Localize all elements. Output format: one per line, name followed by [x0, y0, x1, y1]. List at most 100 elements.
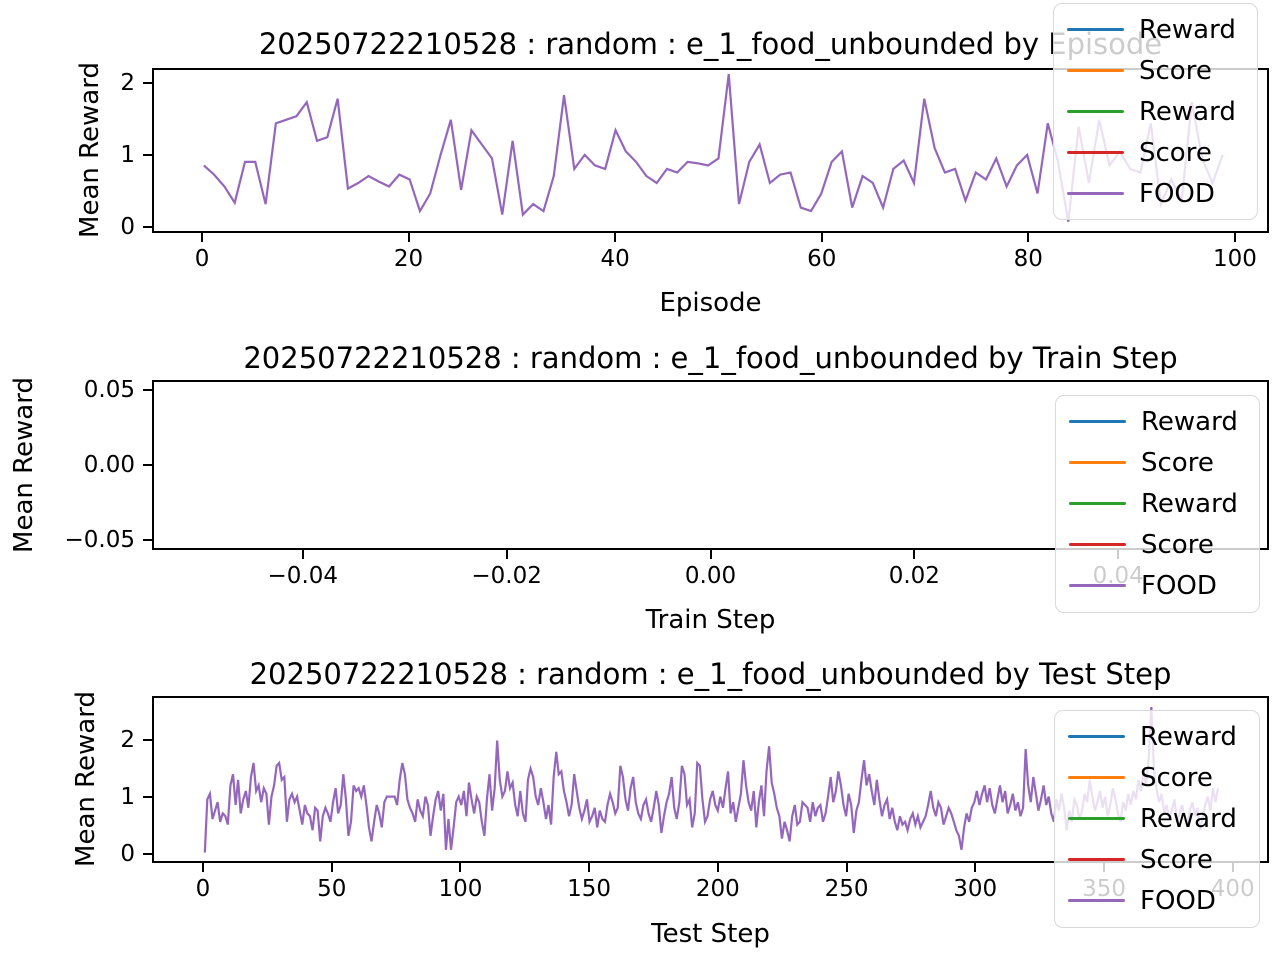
series-line-FOOD: [204, 74, 1223, 222]
x-tick-mark: [201, 863, 204, 872]
y-tick-label: 0.00: [83, 452, 135, 478]
legend-row: Score: [1056, 524, 1259, 565]
x-tick-mark: [505, 550, 508, 559]
y-tick-label: 1: [120, 142, 135, 168]
legend-row: Reward: [1055, 798, 1259, 839]
legend-entry-label: FOOD: [1141, 570, 1217, 601]
x-tick-mark: [330, 863, 333, 872]
teststep-line-chart: [154, 698, 1267, 861]
legend-line-sample: [1067, 151, 1124, 154]
y-tick-mark: [143, 81, 152, 84]
legend-line-sample: [1068, 899, 1125, 902]
teststep-plot-title: 20250722210528 : random : e_1_food_unbou…: [249, 657, 1172, 691]
trainstep-plot-legend: Reward Score Reward Score FOOD: [1055, 395, 1260, 613]
x-tick-label: 20: [393, 246, 424, 272]
x-tick-label: 40: [600, 246, 630, 272]
x-tick-label: 250: [824, 876, 869, 902]
x-tick-label: 50: [317, 876, 347, 902]
x-tick-label: 0.00: [684, 563, 737, 589]
legend-row: Reward: [1055, 716, 1259, 757]
trainstep-plot-yticks: 0.05 0.00 −0.05: [0, 377, 152, 553]
x-tick-mark: [709, 550, 712, 559]
teststep-plot-legend: Reward Score Reward Score FOOD: [1054, 710, 1260, 928]
x-tick-label: 300: [953, 876, 998, 902]
y-tick-label: 1: [120, 784, 135, 810]
legend-entry-label: Reward: [1139, 96, 1236, 127]
x-tick-label: 60: [807, 246, 837, 272]
x-tick-label: 0.02: [888, 563, 940, 589]
legend-line-sample: [1068, 858, 1125, 861]
legend-entry-label: FOOD: [1139, 178, 1215, 209]
legend-row: Reward: [1054, 91, 1257, 132]
x-tick-mark: [301, 550, 304, 559]
x-tick-mark: [614, 233, 617, 242]
y-tick-mark: [143, 154, 152, 156]
legend-line-sample: [1068, 735, 1125, 738]
x-tick-mark: [716, 863, 719, 872]
x-tick-mark: [407, 233, 410, 242]
legend-line-sample: [1067, 192, 1124, 195]
legend-entry-label: FOOD: [1140, 885, 1216, 916]
legend-row: Score: [1054, 132, 1257, 173]
x-tick-label: 0: [195, 876, 211, 902]
y-tick-mark: [143, 853, 152, 856]
legend-line-sample: [1067, 69, 1124, 72]
legend-line-sample: [1067, 28, 1124, 31]
legend-entry-label: Reward: [1140, 803, 1237, 834]
y-tick-mark: [143, 538, 152, 541]
y-tick-mark: [143, 226, 152, 229]
x-tick-label: 0: [194, 246, 210, 272]
episode-line-chart: [154, 70, 1267, 231]
legend-entry-label: Score: [1139, 137, 1212, 168]
legend-row: Reward: [1054, 9, 1257, 50]
x-tick-label: −0.02: [471, 563, 542, 589]
x-tick-label: 100: [1212, 246, 1257, 272]
trainstep-plot-title: 20250722210528 : random : e_1_food_unbou…: [243, 341, 1178, 375]
x-tick-label: 80: [1013, 246, 1043, 272]
episode-plot-legend: Reward Score Reward Score FOOD: [1053, 3, 1258, 220]
x-tick-mark: [1233, 233, 1236, 242]
episode-plot-xlabel: Episode: [659, 288, 762, 318]
legend-line-sample: [1069, 461, 1126, 464]
legend-entry-label: Score: [1140, 762, 1213, 793]
legend-line-sample: [1068, 776, 1125, 779]
x-tick-mark: [201, 233, 204, 242]
legend-entry-label: Score: [1139, 55, 1212, 86]
legend-line-sample: [1069, 420, 1126, 423]
y-tick-label: 0.05: [83, 377, 135, 404]
legend-row: FOOD: [1054, 173, 1257, 214]
episode-plot-title: 20250722210528 : random : e_1_food_unbou…: [258, 27, 1163, 61]
legend-line-sample: [1068, 817, 1125, 820]
legend-row: Reward: [1056, 401, 1259, 442]
x-tick-mark: [459, 863, 462, 872]
legend-line-sample: [1067, 110, 1124, 113]
trainstep-plot-xlabel: Train Step: [645, 605, 776, 635]
y-tick-label: −0.05: [64, 526, 135, 553]
y-tick-mark: [143, 389, 152, 392]
x-tick-mark: [588, 863, 591, 872]
y-tick-label: 0: [120, 214, 135, 241]
y-tick-mark: [143, 738, 152, 741]
x-tick-label: 100: [438, 876, 483, 902]
y-tick-label: 2: [120, 726, 135, 753]
x-tick-label: 200: [695, 876, 740, 902]
x-tick-label: 150: [567, 876, 612, 902]
x-tick-mark: [845, 863, 848, 872]
teststep-plot-xlabel: Test Step: [651, 919, 770, 949]
y-tick-mark: [143, 796, 152, 798]
legend-row: Score: [1056, 442, 1259, 483]
x-tick-mark: [1027, 233, 1030, 242]
x-tick-mark: [820, 233, 823, 242]
episode-plot-yticks: 0 1 2: [0, 68, 152, 240]
legend-entry-label: Score: [1140, 844, 1213, 875]
x-tick-mark: [974, 863, 977, 872]
legend-row: Reward: [1056, 483, 1259, 524]
legend-row: FOOD: [1056, 565, 1259, 606]
legend-entry-label: Reward: [1139, 14, 1236, 45]
legend-entry-label: Reward: [1141, 406, 1238, 437]
y-tick-mark: [143, 464, 152, 466]
legend-line-sample: [1069, 543, 1126, 546]
legend-row: FOOD: [1055, 880, 1259, 921]
y-tick-label: 0: [120, 841, 135, 868]
